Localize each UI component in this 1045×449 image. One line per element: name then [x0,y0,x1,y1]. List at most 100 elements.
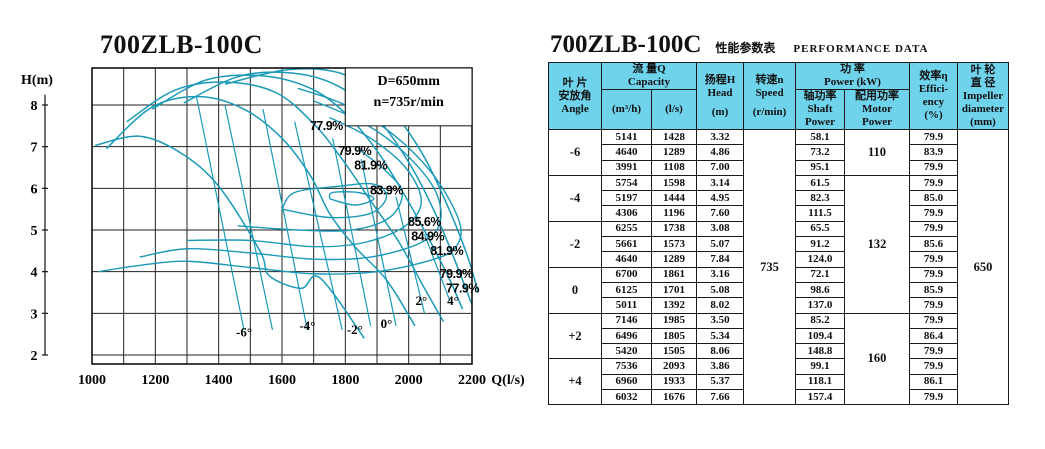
iso-line [360,159,397,326]
cell-head: 3.14 [696,174,744,192]
efficiency-label: 81.9% [430,244,463,258]
cell-cap-ls: 1805 [651,327,697,345]
table-row: 4306 1196 7.60 111.5 79.9 [549,205,1009,222]
cell-efficiency: 86.1 [909,373,958,391]
iso-line [423,233,451,302]
table-row: 6496 1805 5.34 109.4 86.4 [549,327,1009,345]
cell-cap-ls: 1289 [651,251,697,268]
cell-shaft-power: 91.2 [795,236,845,253]
cell-efficiency: 79.9 [909,251,958,268]
cell-head: 3.16 [696,266,744,283]
annotation-diameter: D=650mm [377,74,440,89]
cell-cap-ls: 1985 [651,312,697,329]
cell-head: 4.95 [696,190,744,207]
efficiency-contour [186,116,423,248]
cell-cap-m3h: 5141 [601,128,652,146]
cell-head: 3.32 [696,128,744,146]
efficiency-label: 77.9% [446,282,479,296]
plot-frame [91,67,473,365]
cell-cap-m3h: 6032 [601,389,652,406]
cell-shaft-power: 99.1 [795,358,845,375]
performance-chart: 1000 1200 1400 1600 1800 2000 2200 2 3 4 5 6 7 8 Q(l/s… [21,67,525,388]
cell-efficiency: 79.9 [909,205,958,222]
cell-angle: +4 [548,358,602,406]
cell-efficiency: 79.9 [909,312,958,329]
cell-shaft-power: 137.0 [795,297,845,314]
series-label: 4° [447,293,459,308]
qh-curve [105,95,416,327]
cell-cap-ls: 1392 [651,297,697,314]
cell-efficiency: 85.6 [909,236,958,253]
cell-head: 8.02 [696,297,744,314]
efficiency-label: 85.6% [408,215,441,229]
cell-efficiency: 85.0 [909,190,958,207]
cell-cap-m3h: 4640 [601,251,652,268]
qh-curve [95,135,365,339]
cell-head: 3.86 [696,358,744,375]
cell-cap-ls: 1108 [651,159,697,176]
cell-cap-m3h: 4640 [601,144,652,161]
y-tick-label: 4 [31,266,38,281]
cell-head: 4.86 [696,144,744,161]
cell-cap-ls: 2093 [651,358,697,375]
table-row: 5011 1392 8.02 137.0 79.9 [549,297,1009,314]
cell-shaft-power: 61.5 [795,174,845,192]
cell-cap-ls: 1861 [651,266,697,283]
cell-speed: 735 [743,128,796,406]
cell-cap-ls: 1676 [651,389,697,406]
header-cap-ls: (l/s) [651,89,697,130]
efficiency-label: 77.9% [310,119,343,133]
efficiency-contour [328,191,375,206]
iso-line [395,196,426,314]
cell-cap-ls: 1289 [651,144,697,161]
cell-angle: -6 [548,129,602,176]
cell-cap-ls: 1573 [651,236,697,253]
efficiency-contour [281,182,388,219]
x-tick-label: 1400 [205,373,233,388]
efficiency-label: 83.9% [370,184,403,198]
header-head: 扬程H Head (m) [696,62,744,130]
cell-motor-power: 160 [844,312,910,406]
x-tick-label: 2200 [458,373,486,388]
cell-head: 5.34 [696,327,744,345]
table-row: -2 6255 1738 3.08 65.5 79.9 [548,220,1009,268]
cell-cap-m3h: 5420 [601,343,652,360]
cell-head: 3.50 [696,312,744,329]
cell-cap-ls: 1444 [651,190,697,207]
table-row: 6960 1933 5.37 118.1 86.1 [549,373,1009,391]
cell-cap-m3h: 5754 [601,174,652,192]
cell-shaft-power: 58.1 [795,128,845,146]
cell-cap-ls: 1701 [651,281,697,299]
cell-cap-m3h: 5197 [601,190,652,207]
cell-head: 7.60 [696,205,744,222]
table-row: 6032 1676 7.66 157.4 79.9 [549,389,1009,406]
table-title: 700ZLB-100C 性能参数表 PERFORMANCE DATA [550,31,928,59]
cell-angle: -2 [548,220,602,268]
qh-curve [151,74,464,310]
series-label: -6° [236,324,252,339]
table-title-en: PERFORMANCE DATA [793,43,929,55]
cell-head: 5.37 [696,373,744,391]
cell-shaft-power: 98.6 [795,281,845,299]
cell-shaft-power: 157.4 [795,389,845,406]
cell-impeller: 650 [957,128,1009,406]
header-efficiency: 效率η Effici-ency (%) [909,62,958,130]
x-tick-label: 1000 [78,373,106,388]
cell-angle: +2 [548,312,602,360]
cell-cap-m3h: 6125 [601,281,652,299]
cell-shaft-power: 73.2 [795,144,845,161]
table-row: 3991 1108 7.00 95.1 79.9 [549,159,1009,176]
cell-cap-ls: 1428 [651,128,697,146]
header-impeller: 叶 轮直 径 Impeller diameter (mm) [957,62,1009,130]
cell-head: 7.00 [696,159,744,176]
cell-cap-m3h: 6496 [601,327,652,345]
y-tick-label: 5 [31,224,38,239]
table-row: 0 6700 1861 3.16 72.1 79.9 [548,266,1009,314]
cell-shaft-power: 111.5 [795,205,845,222]
header-power: 功 率 Power (kW) [795,62,910,90]
x-tick-label: 2000 [395,373,423,388]
efficiency-label: 79.9% [440,267,473,281]
header-speed: 转速n Speed (r/min) [743,62,796,130]
efficiency-label: 84.9% [411,229,444,243]
table-row: -6 5141 1428 3.32 735 58.1 110 79.9 650 [548,128,1009,406]
